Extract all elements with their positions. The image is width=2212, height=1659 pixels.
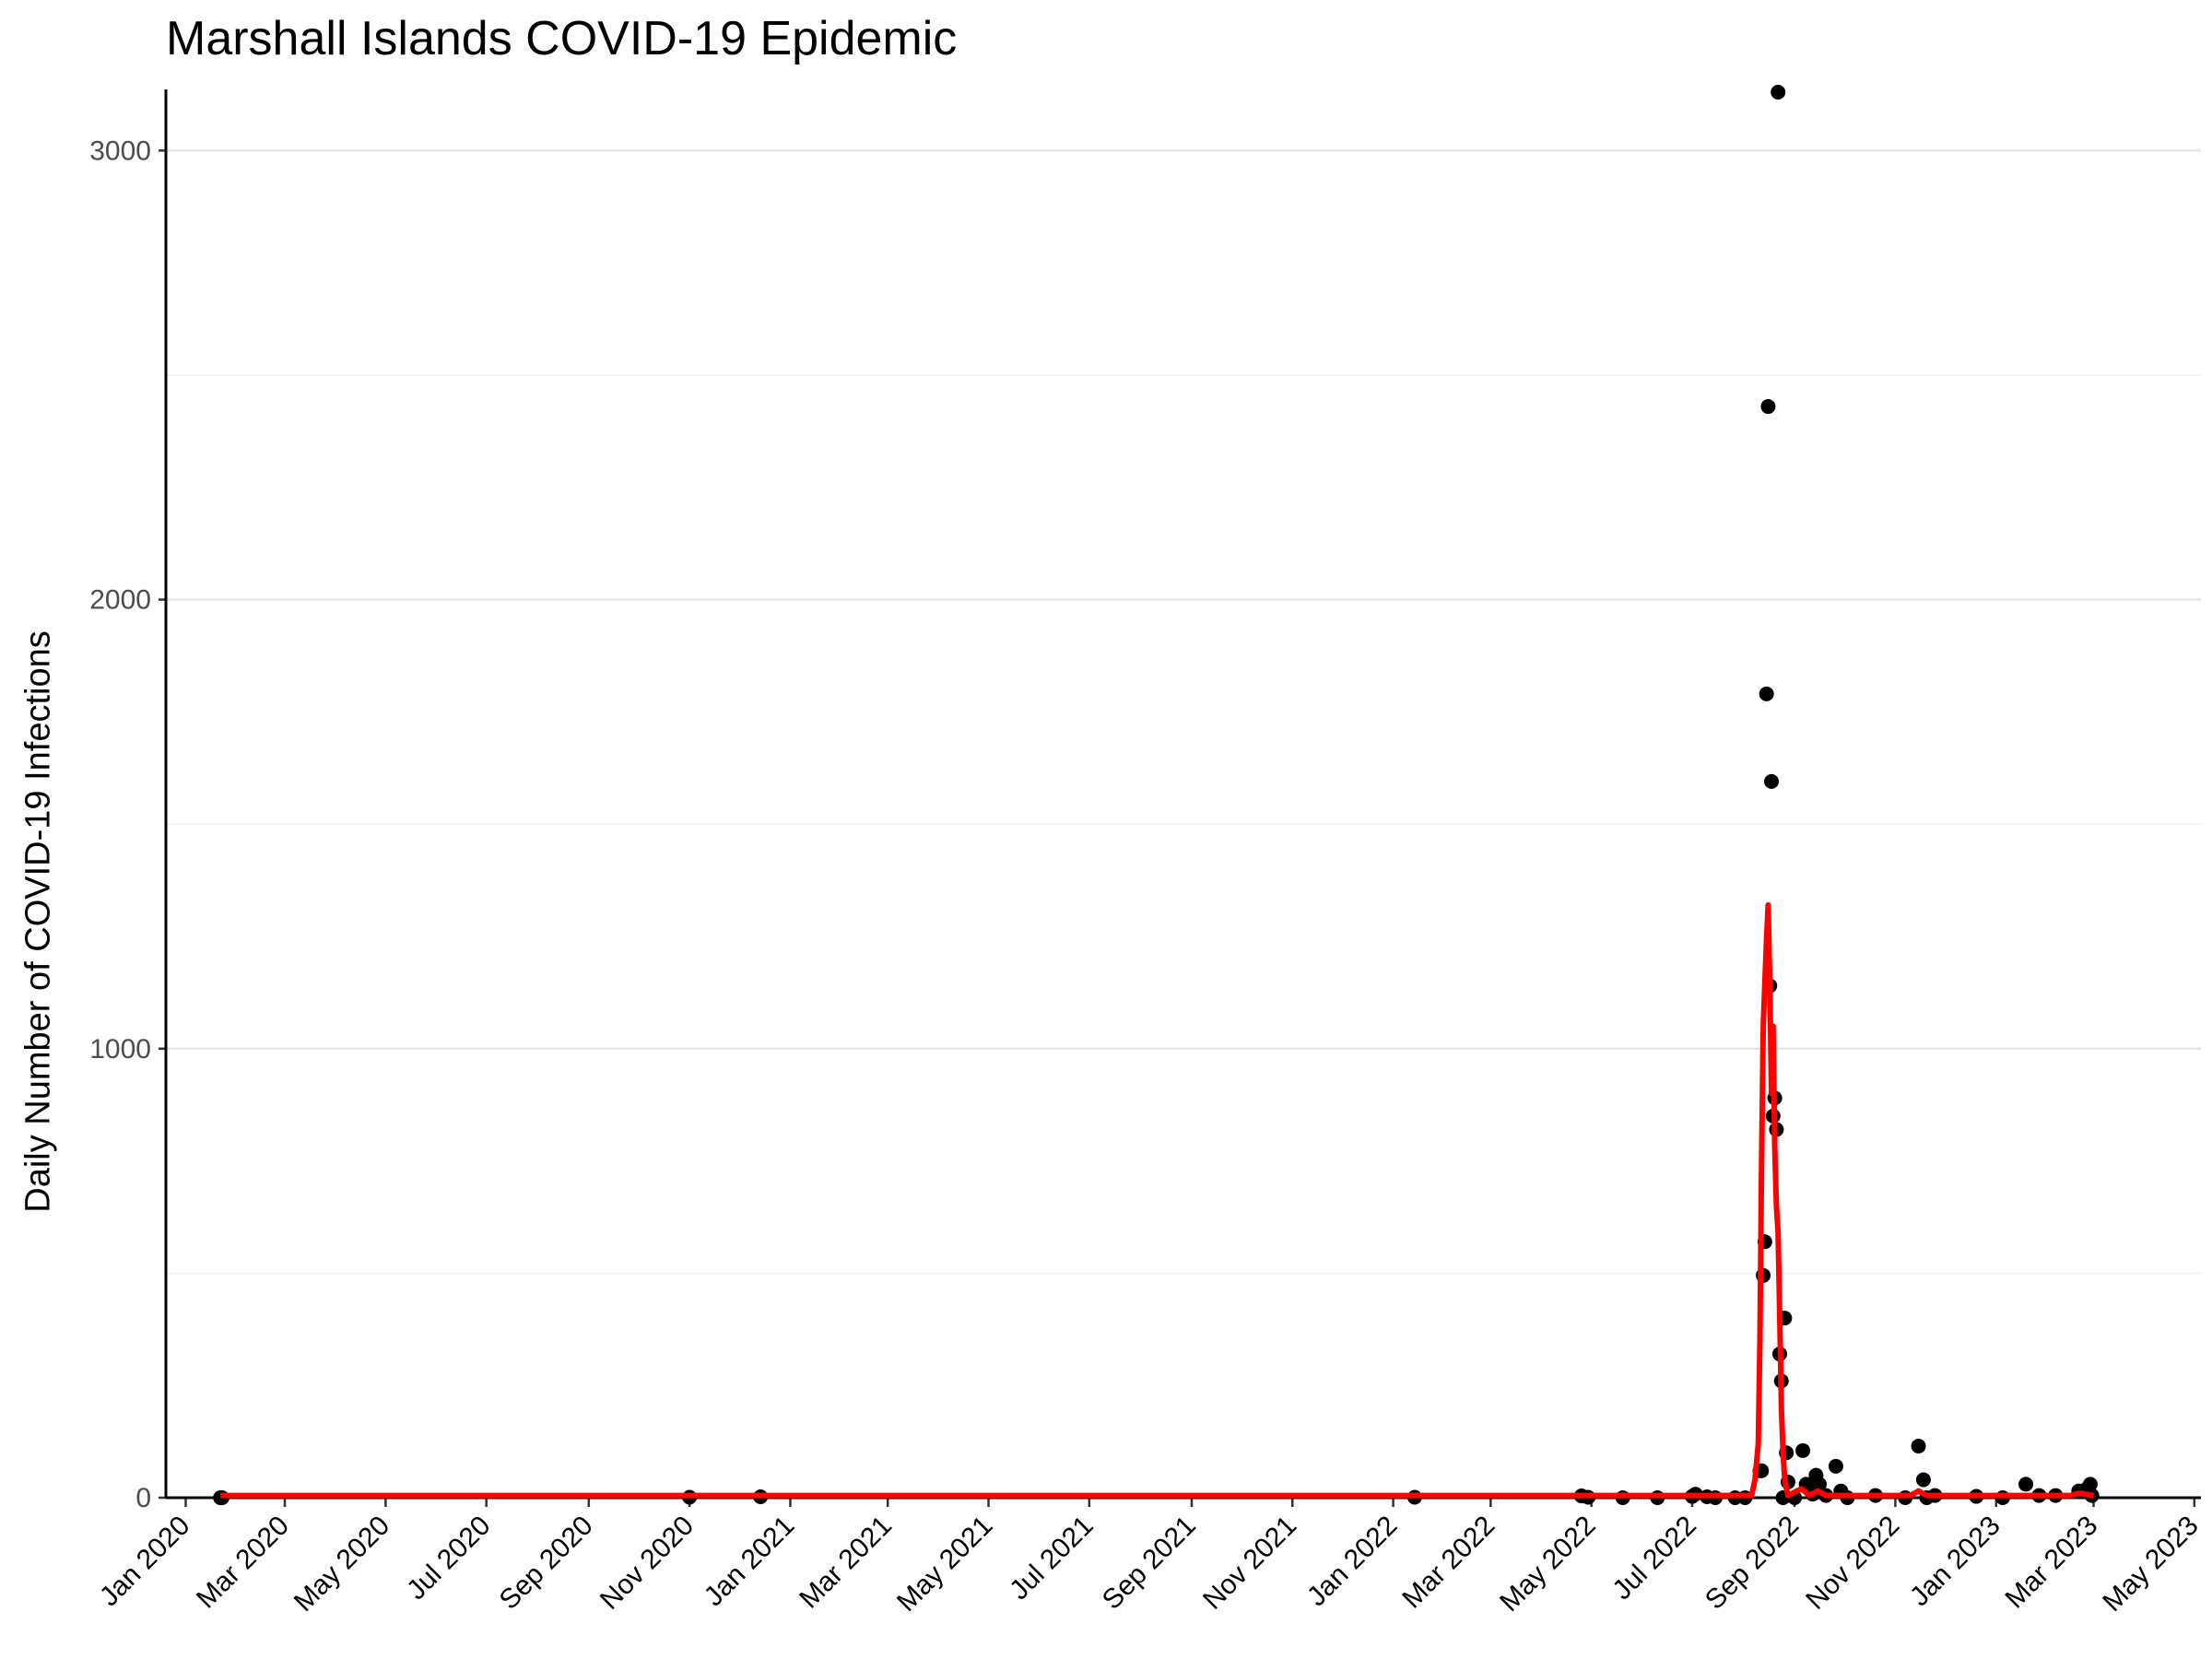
y-tick-label: 2000 xyxy=(89,585,151,616)
x-tick-label: May 2023 xyxy=(2097,1511,2204,1618)
x-tick-label: Mar 2022 xyxy=(1396,1511,1500,1615)
x-tick-label: May 2020 xyxy=(288,1511,395,1618)
y-tick-label: 3000 xyxy=(89,135,151,166)
data-point xyxy=(1915,1472,1931,1488)
x-tick-label: Sep 2022 xyxy=(1700,1511,1805,1616)
grid-lines xyxy=(166,149,2201,1500)
x-tick-label: Sep 2020 xyxy=(494,1511,599,1616)
x-tick-label: May 2021 xyxy=(891,1511,998,1618)
data-point xyxy=(2018,1477,2034,1492)
data-point xyxy=(1828,1458,1843,1474)
x-tick-label: Jan 2023 xyxy=(1904,1511,2006,1613)
data-point xyxy=(1911,1438,1926,1453)
x-tick-label: May 2022 xyxy=(1494,1511,1601,1618)
x-tick-label: Jan 2022 xyxy=(1301,1511,1404,1613)
data-point xyxy=(1795,1442,1811,1458)
x-tick-label: Mar 2020 xyxy=(191,1511,295,1615)
data-point xyxy=(1759,686,1774,701)
data-point xyxy=(1760,399,1776,415)
x-tick-label: Jul 2022 xyxy=(1606,1511,1702,1606)
data-point xyxy=(1812,1477,1827,1492)
x-tick-label: Sep 2021 xyxy=(1097,1511,1202,1616)
x-tick-label: Mar 2021 xyxy=(794,1511,898,1615)
x-tick-label: Jul 2020 xyxy=(401,1511,497,1606)
scatter-points xyxy=(213,85,2100,1505)
axes xyxy=(164,89,2201,1500)
y-tick-label: 0 xyxy=(135,1483,151,1513)
x-tick-label: Jul 2021 xyxy=(1004,1511,1100,1606)
data-point xyxy=(2082,1477,2098,1492)
data-point xyxy=(1764,773,1780,789)
x-tick-label: Nov 2021 xyxy=(1197,1511,1302,1616)
y-axis-ticks: 0 1000 2000 3000 xyxy=(89,135,166,1513)
x-tick-label: Nov 2020 xyxy=(594,1511,700,1616)
x-tick-label: Mar 2023 xyxy=(1999,1511,2103,1615)
x-tick-label: Nov 2022 xyxy=(1800,1511,1905,1616)
chart-title: Marshall Islands COVID-19 Epidemic xyxy=(166,12,958,65)
fitted-line xyxy=(220,901,2094,1499)
x-tick-label: Jan 2020 xyxy=(94,1511,196,1613)
data-point xyxy=(1771,85,1786,100)
series-line xyxy=(220,901,2094,1499)
x-tick-label: Jan 2021 xyxy=(699,1511,801,1613)
y-tick-label: 1000 xyxy=(89,1034,151,1065)
